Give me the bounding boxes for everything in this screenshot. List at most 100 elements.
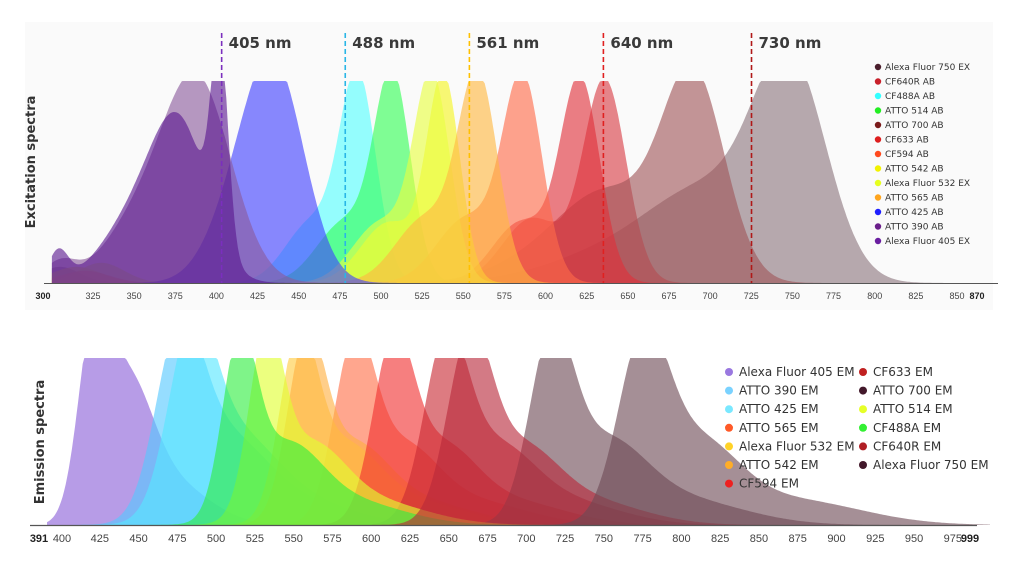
legend-dot-icon (874, 136, 882, 143)
legend-item[interactable]: ATTO 565 EM (725, 421, 819, 435)
legend-label: CF488A AB (885, 92, 935, 102)
legend-dot-icon (859, 442, 867, 451)
legend-item[interactable]: ATTO 565 AB (874, 194, 944, 204)
legend-dot-icon (874, 150, 882, 158)
x-tick-label: 450 (291, 291, 306, 301)
x-tick-label: 475 (168, 533, 186, 545)
legend-item[interactable]: CF633 AB (874, 136, 929, 146)
emission-x-ticks: 391 400 425 450 475 500 525 550 575 600 625 650 675 7… (30, 533, 979, 545)
emission-y-axis-label: Emission spectra (33, 380, 48, 505)
x-tick-label: 650 (620, 291, 635, 301)
laser-line-label: 730 nm (759, 34, 822, 52)
legend-dot-icon (725, 423, 733, 432)
legend-dot-icon (725, 479, 733, 488)
legend-label: Alexa Fluor 750 EM (873, 458, 989, 472)
x-tick-label: 700 (517, 533, 535, 545)
x-tick-label: 875 (789, 533, 807, 545)
legend-item[interactable]: ATTO 390 EM (725, 384, 819, 398)
x-tick-label: 500 (373, 291, 388, 301)
area-cf640r-em (47, 358, 991, 525)
legend-label: CF488A EM (873, 421, 941, 435)
x-tick-label: 300 (35, 291, 50, 301)
legend-item[interactable]: Alexa Fluor 532 EX (874, 179, 970, 189)
x-tick-label: 825 (711, 533, 729, 545)
legend-dot-icon (859, 386, 867, 395)
excitation-areas (51, 81, 990, 283)
area-alexa-fluor-405-ex (51, 81, 990, 283)
legend-item[interactable]: Alexa Fluor 405 EX (874, 237, 970, 247)
legend-label: ATTO 514 AB (885, 107, 944, 117)
legend-item[interactable]: Alexa Fluor 405 EM (725, 365, 855, 379)
excitation-legend: Alexa Fluor 750 EX CF640R AB CF488A AB ATTO… (874, 63, 970, 247)
legend-dot-icon (874, 63, 882, 71)
emission-legend: Alexa Fluor 405 EM ATTO 390 EM ATTO 425 EM… (725, 365, 989, 491)
legend-dot-icon (874, 92, 882, 100)
legend-label: ATTO 425 EM (739, 402, 819, 416)
legend-item[interactable]: CF640R AB (874, 78, 935, 88)
legend-dot-icon (874, 237, 882, 245)
x-tick-label: 350 (127, 291, 142, 301)
x-tick-label: 800 (867, 291, 882, 301)
legend-item[interactable]: Alexa Fluor 532 EM (725, 439, 855, 453)
legend-item[interactable]: ATTO 514 AB (874, 107, 944, 117)
x-tick-label: 500 (207, 533, 225, 545)
legend-item[interactable]: ATTO 700 EM (859, 384, 953, 398)
legend-item[interactable]: CF594 AB (874, 150, 929, 160)
legend-item[interactable]: ATTO 425 EM (725, 402, 819, 416)
legend-dot-icon (725, 442, 733, 451)
area-cf594-ab (51, 81, 990, 283)
x-tick-label: 375 (168, 291, 183, 301)
legend-label: ATTO 390 EM (739, 384, 819, 398)
x-tick-label: 725 (744, 291, 759, 301)
legend-item[interactable]: ATTO 700 AB (874, 121, 944, 131)
x-tick-label: 525 (415, 291, 430, 301)
legend-label: Alexa Fluor 405 EM (739, 365, 855, 379)
x-tick-label: 925 (866, 533, 884, 545)
legend-item[interactable]: ATTO 390 AB (874, 223, 944, 233)
legend-dot-icon (874, 194, 882, 201)
legend-item[interactable]: ATTO 514 EM (859, 402, 953, 416)
x-tick-label: 850 (750, 533, 768, 545)
x-tick-label: 525 (246, 533, 264, 545)
x-tick-label: 870 (969, 291, 984, 301)
x-tick-label: 950 (905, 533, 923, 545)
laser-line-label: 488 nm (352, 34, 415, 52)
x-tick-label: 450 (129, 533, 147, 545)
legend-item[interactable]: CF488A EM (859, 421, 941, 435)
legend-dot-icon (874, 208, 882, 216)
area-alexa-fluor-750-em (47, 358, 991, 525)
legend-label: CF633 EM (873, 365, 933, 379)
legend-label: ATTO 425 AB (885, 208, 944, 218)
legend-label: ATTO 565 AB (885, 194, 944, 204)
legend-item[interactable]: ATTO 542 AB (874, 165, 944, 175)
legend-label: Alexa Fluor 750 EX (885, 63, 970, 73)
legend-label: ATTO 542 EM (739, 458, 819, 472)
x-tick-label: 750 (595, 533, 613, 545)
legend-label: ATTO 390 AB (885, 223, 944, 233)
x-tick-label: 391 (30, 533, 48, 545)
legend-label: CF594 AB (885, 150, 929, 160)
x-tick-label: 475 (332, 291, 347, 301)
area-cf488a-em (47, 358, 991, 525)
legend-label: Alexa Fluor 532 EX (885, 179, 970, 189)
legend-item[interactable]: CF633 EM (859, 365, 933, 379)
legend-dot-icon (874, 121, 882, 129)
legend-label: ATTO 542 AB (885, 165, 944, 175)
legend-dot-icon (725, 461, 733, 469)
legend-item[interactable]: Alexa Fluor 750 EM (859, 458, 989, 472)
excitation-x-ticks: 300 325 350 375 400 425 450 475 500 525 550 575 600 6… (35, 291, 984, 301)
x-tick-label: 625 (579, 291, 594, 301)
legend-item[interactable]: ATTO 542 EM (725, 458, 819, 472)
legend-label: Alexa Fluor 405 EX (885, 237, 970, 247)
x-tick-label: 550 (456, 291, 471, 301)
legend-item[interactable]: CF488A AB (874, 92, 935, 102)
x-tick-label: 825 (908, 291, 923, 301)
legend-dot-icon (859, 423, 867, 432)
legend-item[interactable]: CF594 EM (725, 477, 799, 491)
laser-line-label: 405 nm (229, 34, 292, 52)
legend-item[interactable]: CF640R EM (859, 439, 941, 453)
legend-item[interactable]: Alexa Fluor 750 EX (874, 63, 970, 73)
legend-item[interactable]: ATTO 425 AB (874, 208, 944, 218)
legend-dot-icon (725, 405, 733, 414)
